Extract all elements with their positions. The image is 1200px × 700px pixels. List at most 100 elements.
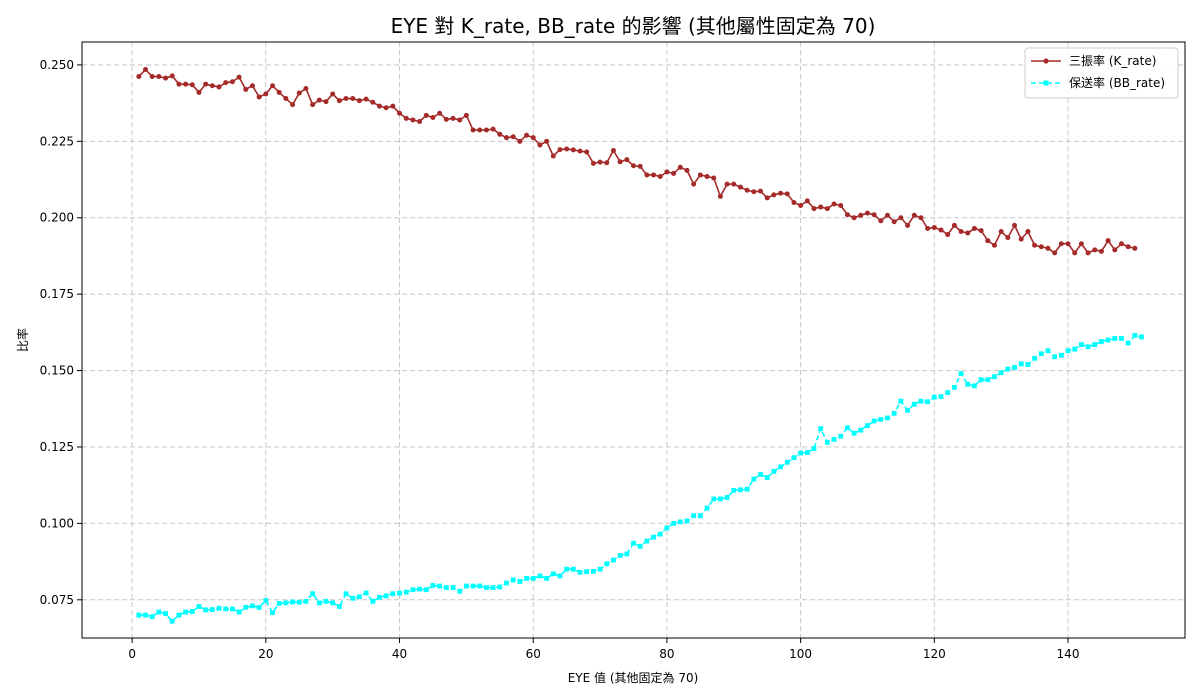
data-point — [243, 86, 249, 92]
data-point — [236, 609, 242, 615]
legend-box — [1024, 47, 1179, 99]
data-point — [410, 587, 416, 593]
data-point — [965, 230, 971, 236]
data-point — [183, 81, 189, 87]
data-point — [176, 612, 182, 618]
data-point — [143, 612, 148, 618]
data-point — [223, 80, 229, 86]
data-point — [189, 609, 195, 614]
data-point — [189, 82, 195, 88]
grid-lines — [82, 42, 1185, 638]
data-point — [497, 584, 503, 590]
data-point — [484, 585, 489, 590]
data-point — [784, 459, 790, 465]
data-point — [1125, 340, 1131, 346]
data-point — [731, 487, 737, 493]
data-point — [457, 117, 463, 123]
data-point — [771, 192, 777, 198]
data-point — [510, 134, 516, 140]
data-point — [958, 371, 964, 377]
data-point — [357, 594, 362, 600]
data-point — [878, 417, 884, 422]
data-point — [229, 79, 235, 85]
x-tick-label: 120 — [923, 647, 946, 661]
data-point — [931, 225, 937, 231]
data-point — [263, 91, 269, 97]
data-point — [737, 184, 743, 190]
data-point — [724, 495, 730, 500]
data-point — [530, 576, 536, 581]
y-tick-label: 0.125 — [40, 440, 74, 454]
data-point — [1098, 248, 1104, 254]
data-point — [490, 126, 496, 132]
data-point — [971, 225, 977, 231]
data-point — [510, 577, 516, 583]
data-point — [1052, 354, 1058, 360]
data-point — [276, 89, 282, 95]
data-point — [657, 173, 663, 179]
data-point — [216, 605, 222, 611]
data-point — [350, 96, 356, 102]
data-point — [657, 531, 663, 537]
data-point — [597, 566, 603, 572]
data-point — [270, 610, 275, 616]
data-point — [611, 557, 616, 563]
data-point — [450, 115, 456, 121]
data-point — [1105, 238, 1111, 244]
y-tick-label: 0.250 — [40, 58, 74, 72]
data-point — [838, 433, 844, 439]
data-point — [417, 586, 422, 592]
data-point — [992, 374, 997, 380]
data-point — [871, 418, 877, 424]
data-point — [430, 583, 436, 588]
data-point — [931, 394, 937, 400]
data-point — [738, 487, 743, 493]
data-point — [1078, 241, 1084, 247]
data-point — [858, 212, 864, 218]
data-point — [945, 390, 951, 395]
data-point — [136, 612, 142, 618]
x-axis: 0 20 40 60 80 100 120 140 — [128, 638, 1079, 661]
data-point — [838, 203, 844, 209]
data-point — [504, 580, 509, 586]
data-point — [590, 160, 596, 166]
data-point — [196, 604, 202, 609]
data-point — [1092, 342, 1098, 347]
data-point — [330, 91, 336, 97]
legend-k-rate-marker — [1043, 58, 1049, 64]
y-tick-label: 0.075 — [40, 593, 74, 607]
data-point — [818, 204, 824, 210]
data-point — [1058, 241, 1064, 247]
data-point — [751, 189, 757, 195]
data-point — [858, 427, 864, 433]
data-point — [316, 600, 322, 606]
data-point — [457, 588, 463, 594]
data-point — [691, 513, 697, 519]
data-point — [778, 464, 783, 470]
data-point — [303, 598, 309, 604]
data-point — [1072, 250, 1078, 256]
data-point — [417, 118, 423, 124]
data-point — [911, 401, 917, 407]
y-tick-label: 0.175 — [40, 287, 74, 301]
data-point — [684, 167, 690, 173]
data-point — [918, 215, 924, 221]
y-tick-label: 0.150 — [40, 364, 74, 378]
data-point — [249, 83, 255, 89]
data-point — [1105, 337, 1111, 343]
data-point — [577, 569, 583, 575]
data-point — [156, 609, 162, 615]
data-point — [370, 598, 376, 604]
data-point — [423, 112, 429, 118]
data-point — [263, 598, 269, 603]
data-point — [403, 589, 409, 595]
data-point — [437, 110, 443, 116]
plot-area-frame — [81, 41, 1186, 639]
series-k-rate — [136, 67, 1138, 256]
data-point — [477, 583, 483, 589]
data-point — [557, 573, 563, 579]
data-point — [350, 595, 356, 601]
data-point — [644, 172, 650, 178]
data-point — [203, 607, 209, 613]
